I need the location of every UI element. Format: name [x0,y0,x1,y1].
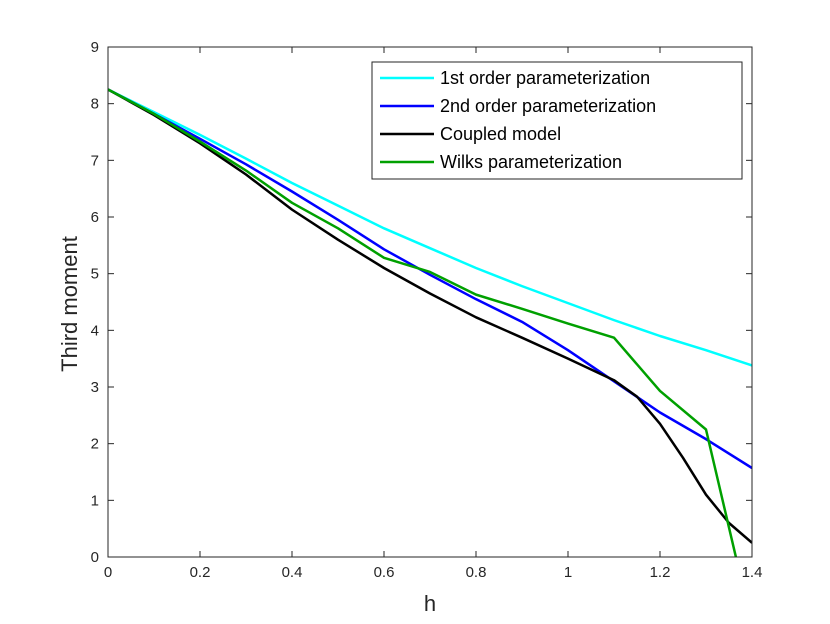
x-tick-label: 0.8 [466,564,487,581]
ticks: 0 0.2 0.4 0.6 0.8 1 1.2 1.4 0 1 2 3 4 5 6 7 8 9 [91,39,763,581]
plot-frame [107,46,753,558]
x-tick-label: 1.2 [650,564,671,581]
x-tick-label: 0.4 [282,564,303,581]
y-axis-label: Third moment [57,236,82,372]
x-tick-label: 0 [104,564,112,581]
y-tick-label: 9 [91,39,99,56]
axes [107,46,753,558]
x-tick-label: 0.6 [374,564,395,581]
series-line-4 [108,88,738,557]
y-tick-label: 8 [91,96,99,113]
x-axis-label: h [424,591,436,616]
y-tick-label: 2 [91,436,99,453]
y-tick-label: 7 [91,152,99,169]
legend-box [371,61,743,180]
series-line-3 [108,88,752,544]
y-tick-label: 4 [91,322,99,339]
plot-lines [108,88,752,557]
series-line-1 [108,88,752,367]
legend-label-3: Coupled model [440,124,561,144]
series-line-2 [108,88,752,470]
y-tick-label: 3 [91,379,99,396]
legend: 1st order parameterization 2nd order para… [371,61,743,180]
y-tick-label: 0 [91,549,99,566]
x-tick-label: 1 [564,564,572,581]
y-tick-label: 5 [91,266,99,283]
y-tick-label: 6 [91,209,99,226]
x-tick-label: 0.2 [190,564,211,581]
y-tick-label: 1 [91,492,99,509]
legend-label-4: Wilks parameterization [440,152,622,172]
legend-label-1: 1st order parameterization [440,68,650,88]
x-tick-label: 1.4 [742,564,763,581]
legend-label-2: 2nd order parameterization [440,96,656,116]
